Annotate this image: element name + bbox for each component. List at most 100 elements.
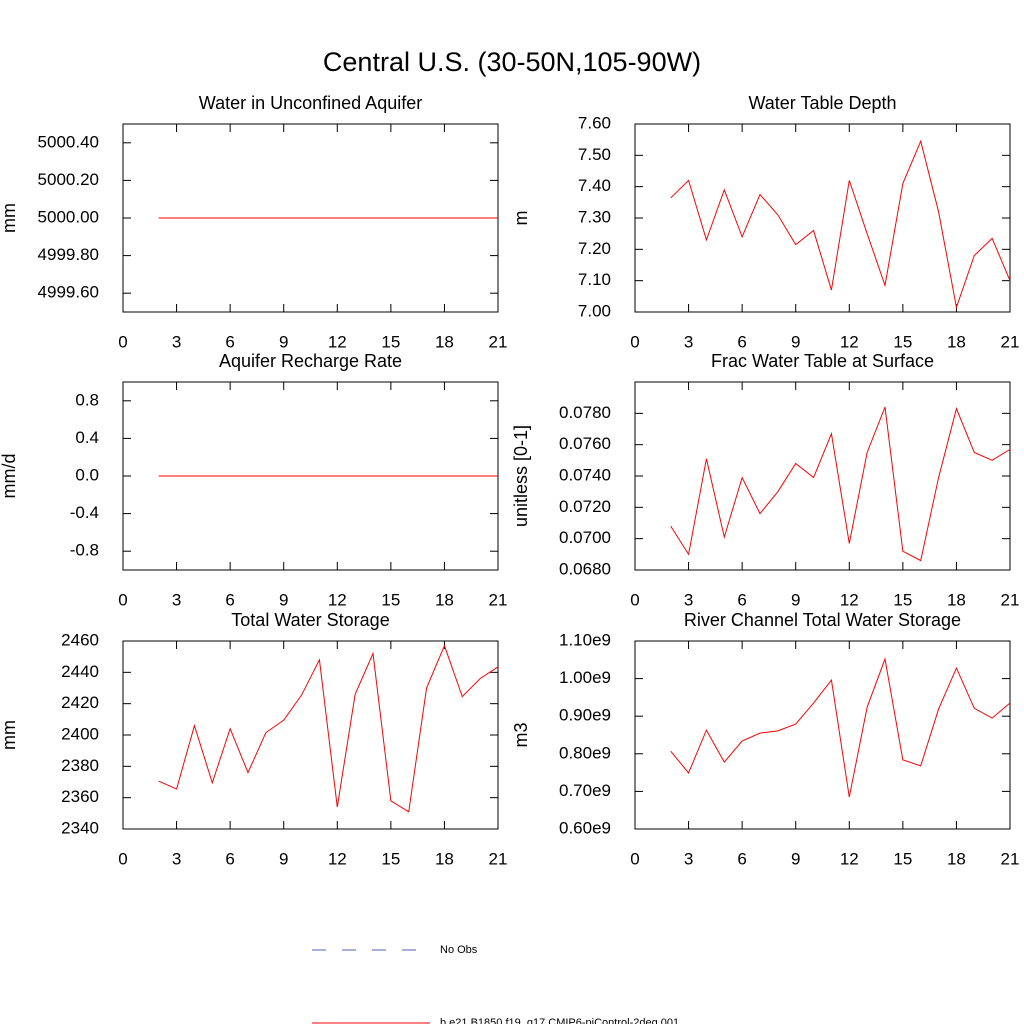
panel-title: Aquifer Recharge Rate: [219, 351, 402, 371]
y-tick-label: 2420: [61, 693, 99, 712]
y-tick-label: 7.50: [578, 145, 611, 164]
y-tick-label: 0.90e9: [559, 706, 611, 725]
y-tick-label: 7.10: [578, 270, 611, 289]
panel-title: Water Table Depth: [748, 93, 896, 113]
x-tick-label: 18: [947, 590, 966, 609]
y-tick-label: -0.8: [70, 541, 99, 560]
x-tick-label: 6: [225, 849, 234, 868]
y-axis-label: mm: [0, 720, 19, 750]
panel-title: Total Water Storage: [231, 610, 389, 630]
x-tick-label: 9: [791, 332, 800, 351]
y-tick-label: 1.10e9: [559, 630, 611, 649]
x-tick-label: 18: [435, 332, 454, 351]
x-tick-label: 12: [328, 849, 347, 868]
x-tick-label: 12: [840, 332, 859, 351]
y-tick-label: 5000.40: [38, 132, 99, 151]
data-line: [158, 644, 499, 813]
x-tick-label: 0: [630, 590, 639, 609]
x-tick-label: 21: [1001, 849, 1020, 868]
y-tick-label: 0.0700: [559, 528, 611, 547]
y-tick-label: 0.60e9: [559, 818, 611, 837]
y-tick-label: 2440: [61, 662, 99, 681]
x-tick-label: 3: [684, 332, 693, 351]
x-tick-label: 21: [1001, 332, 1020, 351]
x-tick-label: 12: [840, 849, 859, 868]
x-tick-label: 9: [791, 590, 800, 609]
x-tick-label: 21: [1001, 590, 1020, 609]
x-tick-label: 18: [435, 849, 454, 868]
x-tick-label: 15: [893, 849, 912, 868]
x-tick-label: 3: [684, 590, 693, 609]
x-tick-label: 3: [172, 590, 181, 609]
x-tick-label: 3: [172, 849, 181, 868]
x-tick-label: 18: [435, 590, 454, 609]
y-tick-label: 0.70e9: [559, 781, 611, 800]
x-tick-label: 15: [381, 590, 400, 609]
y-tick-label: 7.20: [578, 239, 611, 258]
x-tick-label: 3: [172, 332, 181, 351]
x-tick-label: 15: [893, 590, 912, 609]
data-line: [670, 139, 1011, 310]
panel-title: River Channel Total Water Storage: [684, 610, 961, 630]
x-tick-label: 15: [381, 849, 400, 868]
x-tick-label: 9: [279, 590, 288, 609]
data-line: [670, 406, 1011, 562]
y-tick-label: 7.00: [578, 301, 611, 320]
y-tick-label: 0.80e9: [559, 743, 611, 762]
y-tick-label: -0.4: [70, 503, 99, 522]
x-tick-label: 0: [118, 590, 127, 609]
y-tick-label: 1.00e9: [559, 668, 611, 687]
y-tick-label: 0.0720: [559, 497, 611, 516]
x-tick-label: 21: [489, 332, 508, 351]
y-tick-label: 2460: [61, 630, 99, 649]
x-tick-label: 15: [893, 332, 912, 351]
plot-frame: [634, 123, 1011, 313]
y-tick-label: 7.40: [578, 176, 611, 195]
x-tick-label: 0: [118, 849, 127, 868]
panel-title: Frac Water Table at Surface: [711, 351, 934, 371]
x-tick-label: 21: [489, 590, 508, 609]
y-axis-label: unitless [0-1]: [511, 425, 531, 527]
y-tick-label: 0.0780: [559, 403, 611, 422]
x-tick-label: 21: [489, 849, 508, 868]
y-tick-label: 2360: [61, 787, 99, 806]
x-tick-label: 9: [279, 849, 288, 868]
y-axis-label: mm: [0, 203, 19, 233]
x-tick-label: 6: [737, 849, 746, 868]
y-tick-label: 0.0680: [559, 559, 611, 578]
x-tick-label: 9: [791, 849, 800, 868]
panel-title: Water in Unconfined Aquifer: [199, 93, 422, 113]
y-tick-label: 0.0: [75, 465, 99, 484]
x-tick-label: 6: [225, 590, 234, 609]
figure-title: Central U.S. (30-50N,105-90W): [323, 47, 701, 77]
y-tick-label: 2400: [61, 724, 99, 743]
x-tick-label: 18: [947, 332, 966, 351]
y-tick-label: 0.0760: [559, 434, 611, 453]
plot-frame: [634, 640, 1011, 830]
x-tick-label: 12: [840, 590, 859, 609]
x-tick-label: 6: [225, 332, 234, 351]
y-tick-label: 0.8: [75, 390, 99, 409]
y-tick-label: 5000.00: [38, 207, 99, 226]
x-tick-label: 9: [279, 332, 288, 351]
y-tick-label: 7.60: [578, 113, 611, 132]
x-tick-label: 6: [737, 332, 746, 351]
y-axis-label: mm/d: [0, 454, 19, 499]
x-tick-label: 6: [737, 590, 746, 609]
legend-label: No Obs: [440, 944, 478, 956]
data-line: [670, 657, 1011, 798]
x-tick-label: 15: [381, 332, 400, 351]
x-tick-label: 12: [328, 590, 347, 609]
x-tick-label: 12: [328, 332, 347, 351]
y-tick-label: 0.0740: [559, 465, 611, 484]
y-tick-label: 2380: [61, 756, 99, 775]
y-tick-label: 7.30: [578, 207, 611, 226]
x-tick-label: 0: [630, 332, 639, 351]
y-axis-label: m3: [511, 722, 531, 747]
plot-frame: [122, 640, 499, 830]
x-tick-label: 0: [118, 332, 127, 351]
y-tick-label: 4999.60: [38, 283, 99, 302]
x-tick-label: 18: [947, 849, 966, 868]
